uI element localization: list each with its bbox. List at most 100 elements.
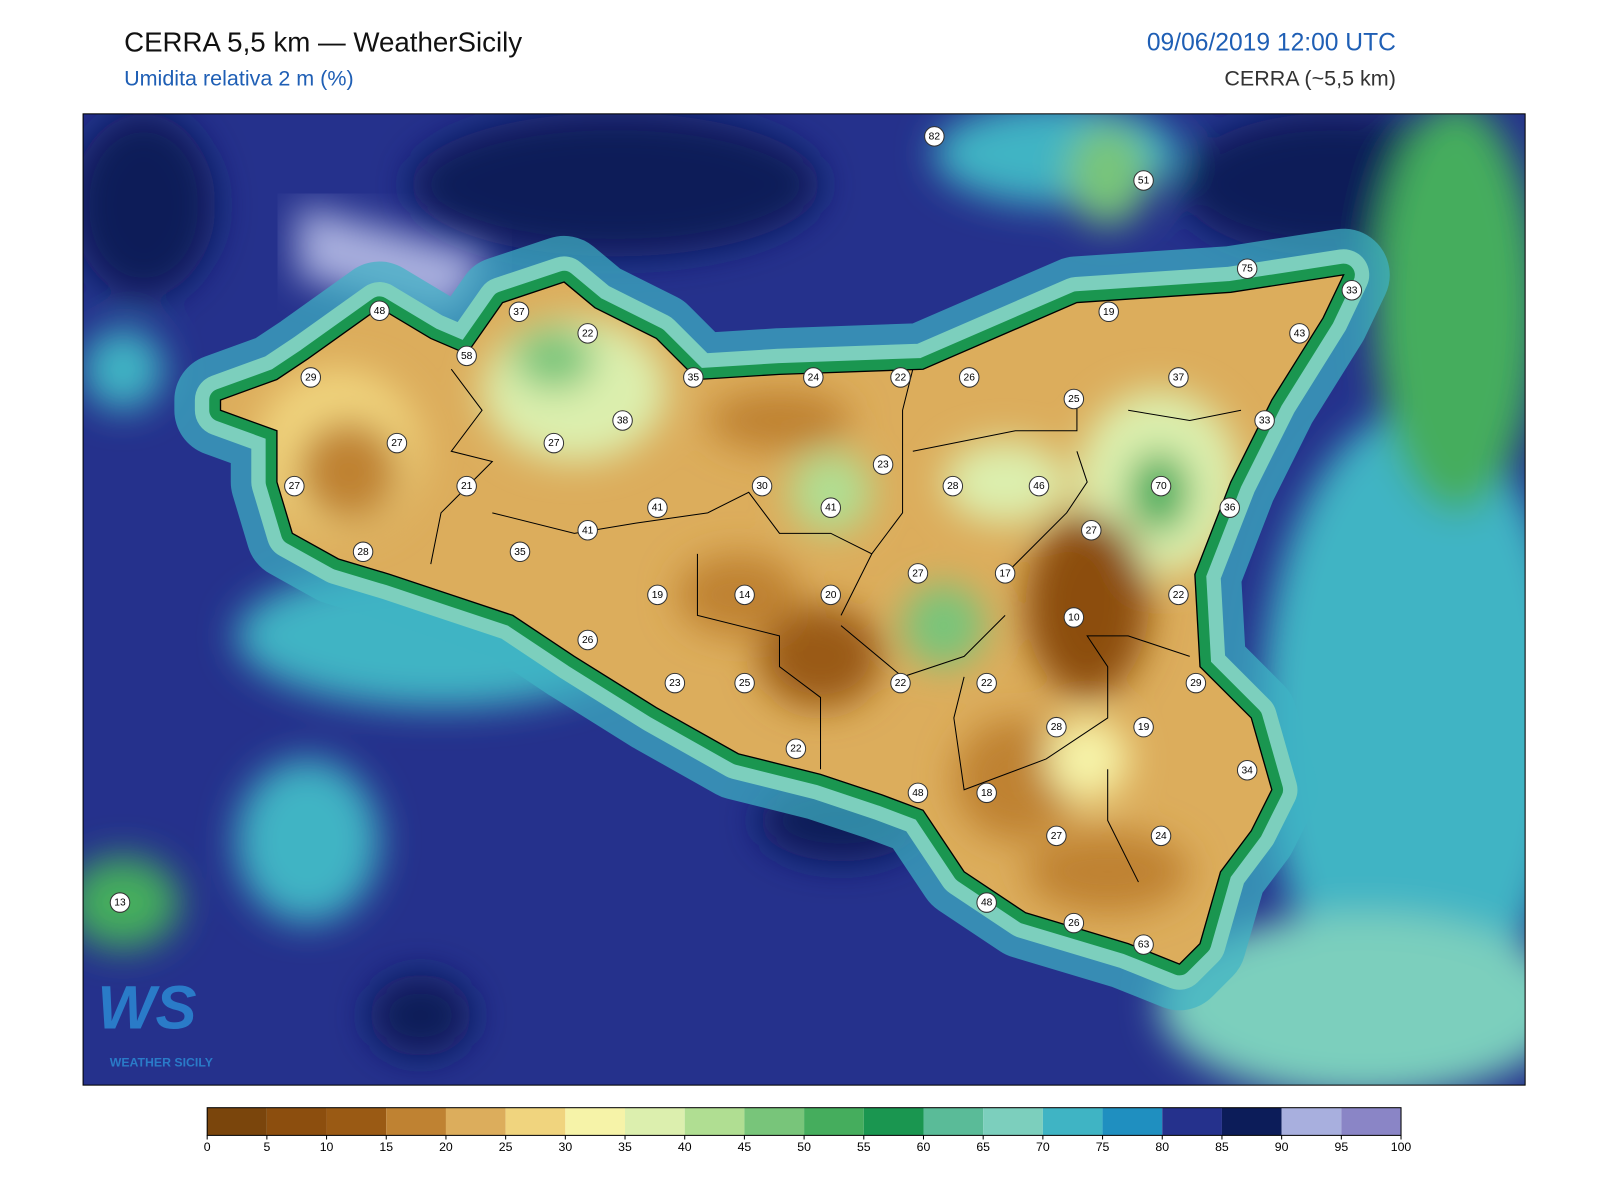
station: 13: [109, 892, 131, 913]
colorbar-bin: [684, 1107, 745, 1136]
station: 37: [508, 301, 530, 323]
station-dot: [1150, 475, 1172, 497]
colorbar-bin: [1221, 1107, 1282, 1136]
station-dot: [820, 497, 842, 518]
station-dot: [1028, 475, 1050, 497]
station-value: 27: [912, 568, 924, 579]
station: 41: [577, 519, 598, 541]
station-dot: [803, 367, 824, 388]
station: 29: [300, 367, 322, 388]
colorbar-label: 0: [204, 1140, 211, 1154]
station: 25: [734, 672, 755, 694]
colorbar: 0 5 10 15 20 25 30 35 40 45 50 55 60 65 70 75 80 85 90 95 10…: [204, 1107, 1412, 1154]
colorbar-label: 75: [1096, 1140, 1110, 1154]
station-dot: [577, 629, 598, 651]
station: 22: [890, 367, 911, 388]
station-value: 75: [1241, 264, 1253, 275]
station-dot: [976, 892, 997, 913]
station-dot: [958, 367, 980, 388]
station-value: 24: [808, 372, 820, 383]
station-value: 70: [1155, 481, 1167, 492]
map: 82 51 75 33 48 37 22 19 43 58 29 35 24 22 26 37 25 38 33 27…: [83, 113, 1526, 1086]
station-dot: [1236, 759, 1258, 781]
station: 48: [976, 892, 997, 913]
sea-field: [83, 113, 1526, 1086]
colorbar-label: 30: [558, 1140, 572, 1154]
colorbar-label: 80: [1155, 1140, 1169, 1154]
station-value: 48: [374, 306, 386, 317]
station-value: 22: [790, 744, 802, 755]
station: 23: [664, 672, 686, 694]
colorbar-bin: [804, 1107, 864, 1136]
station: 58: [456, 345, 477, 367]
station: 41: [820, 497, 842, 518]
colorbar-label: 100: [1391, 1140, 1412, 1154]
station: 25: [1063, 388, 1085, 410]
station-dot: [1133, 170, 1154, 191]
station-dot: [1289, 323, 1310, 344]
station-value: 19: [1103, 307, 1115, 318]
station-value: 24: [1155, 831, 1167, 842]
station-value: 35: [514, 547, 526, 558]
station-dot: [577, 519, 598, 541]
station-dot: [994, 563, 1016, 584]
station-value: 17: [999, 568, 1011, 579]
station-dot: [1150, 825, 1172, 847]
station: 70: [1150, 475, 1172, 497]
station-value: 37: [513, 307, 525, 318]
station-dot: [785, 738, 807, 759]
logo-text: WEATHER SICILY: [110, 1056, 213, 1070]
colorbar-bin: [625, 1107, 685, 1136]
station: 41: [647, 497, 668, 518]
station-dot: [508, 301, 530, 323]
station-value: 33: [1259, 416, 1271, 427]
station-value: 33: [1346, 285, 1358, 296]
station: 27: [284, 475, 305, 497]
colorbar-label: 95: [1334, 1140, 1348, 1154]
colorbar-label: 50: [797, 1140, 811, 1154]
station-value: 26: [964, 372, 976, 383]
station: 48: [907, 782, 929, 804]
station-value: 28: [357, 547, 369, 558]
station-value: 28: [1051, 722, 1063, 733]
station-dot: [664, 672, 686, 694]
station: 27: [1046, 825, 1067, 847]
station: 21: [456, 475, 477, 497]
station-dot: [300, 367, 322, 388]
station-dot: [1341, 279, 1363, 301]
station-dot: [456, 345, 477, 367]
colorbar-bin: [445, 1107, 506, 1136]
colorbar-bin: [1102, 1107, 1163, 1136]
station: 26: [1063, 912, 1085, 934]
station: 14: [734, 584, 755, 606]
logo-mark: WS: [97, 974, 196, 1043]
colorbar-bin: [1162, 1107, 1222, 1136]
colorbar-bin: [1042, 1107, 1103, 1136]
station-value: 25: [739, 678, 751, 689]
station-value: 35: [688, 372, 700, 383]
station: 33: [1254, 410, 1275, 431]
station-dot: [1046, 825, 1067, 847]
colorbar-label: 70: [1036, 1140, 1050, 1154]
station-dot: [1219, 497, 1240, 518]
station: 33: [1341, 279, 1363, 301]
station-value: 51: [1138, 176, 1150, 187]
station: 48: [369, 300, 390, 322]
model: CERRA (~5,5 km): [1224, 67, 1396, 91]
station-value: 10: [1068, 612, 1080, 623]
station-dot: [1098, 301, 1119, 323]
station-dot: [456, 475, 477, 497]
station-dot: [386, 432, 408, 454]
station-dot: [683, 367, 704, 388]
colorbar-label: 45: [738, 1140, 752, 1154]
station-dot: [1063, 607, 1085, 628]
station-dot: [109, 892, 131, 913]
station: 24: [803, 367, 824, 388]
station: 22: [976, 672, 997, 694]
station: 17: [994, 563, 1016, 584]
station-dot: [1133, 934, 1154, 955]
colorbar-label: 20: [439, 1140, 453, 1154]
station: 29: [1185, 672, 1207, 694]
station-dot: [352, 541, 374, 563]
